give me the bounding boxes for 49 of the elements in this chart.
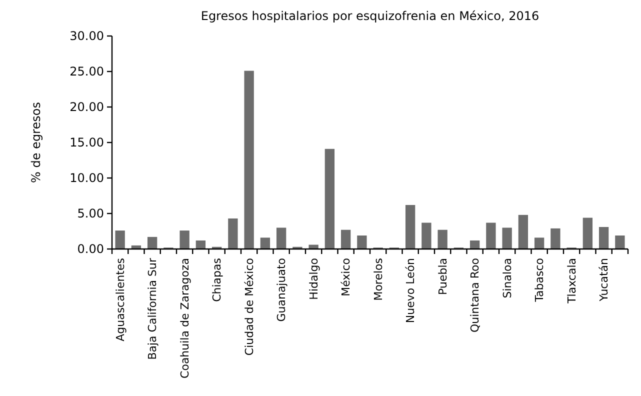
bar (276, 228, 286, 249)
x-tick-label: México (340, 258, 353, 296)
x-tick-label: Quintana Roo (468, 258, 482, 333)
x-tick-label: Puebla (436, 258, 450, 295)
bar (470, 240, 480, 249)
bar (550, 228, 560, 249)
bar (340, 230, 351, 249)
bar (147, 236, 158, 249)
bar (422, 222, 432, 249)
x-tick-label: Baja California Sur (146, 258, 160, 360)
x-tick-label: Tlaxcala (565, 258, 578, 304)
bar (180, 230, 190, 249)
x-tick-label: Nuevo León (404, 258, 418, 324)
x-tick-label: Ciudad de México (242, 258, 256, 356)
y-tick-label: 20.00 (70, 100, 104, 114)
x-tick-label: Yucatán (598, 258, 611, 302)
x-tick-label: Chiapas (210, 258, 224, 302)
x-tick-label: Sinaloa (500, 258, 514, 298)
bar (518, 214, 528, 249)
y-tick-label: 30.00 (70, 29, 104, 44)
bar (244, 70, 254, 249)
bar (228, 218, 238, 249)
y-tick-label: 5.00 (77, 206, 104, 221)
bar (405, 204, 416, 249)
y-axis-title: % de egresos (29, 102, 43, 183)
bar (502, 228, 512, 249)
x-tick-label: Morelos (372, 258, 385, 301)
y-tick-label: 25.00 (70, 64, 104, 79)
bar (534, 238, 544, 249)
x-tick-label: Aguascalientes (114, 258, 127, 342)
bar (582, 218, 593, 249)
bar (615, 236, 625, 249)
bar (486, 222, 496, 249)
y-tick-label: 15.00 (70, 136, 104, 150)
bar (196, 240, 206, 249)
bar (598, 226, 609, 249)
bar (324, 148, 335, 249)
x-tick-label: Guanajuato (275, 258, 288, 322)
bar (260, 238, 270, 249)
x-tick-label: Tabasco (533, 258, 546, 303)
chart-title: Egresos hospitalarios por esquizofrenia en México, 2016 (200, 9, 540, 23)
x-tick-label: Hidalgo (307, 258, 320, 300)
bar (438, 230, 448, 249)
bar (357, 236, 367, 249)
y-tick-label: 10.00 (70, 171, 104, 186)
bar (115, 230, 125, 249)
x-tick-label: Coahuila de Zaragoza (178, 258, 192, 378)
y-tick-label: 0.00 (77, 242, 104, 256)
bar (308, 244, 318, 249)
